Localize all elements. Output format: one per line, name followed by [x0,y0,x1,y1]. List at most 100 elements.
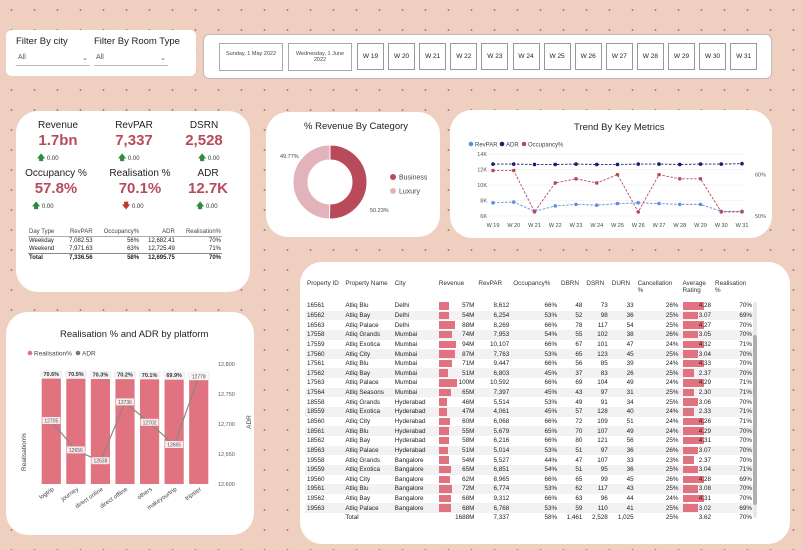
data-point[interactable] [553,204,558,208]
table-row[interactable]: 18563 Atliq Palace Hyderabad 51M 5,014 53% 51 9… [305,445,754,456]
col-header[interactable]: RevPAR [478,280,503,287]
data-point[interactable] [615,201,620,206]
data-point[interactable] [636,162,641,166]
donut-slice[interactable] [328,144,368,220]
legend-label[interactable]: ADR [506,143,519,149]
data-point[interactable] [698,177,703,181]
data-point[interactable] [636,210,641,214]
donut-slice[interactable] [292,144,331,220]
table-row[interactable]: 17563 Atliq Palace Mumbai 100M 10,592 66% 69 10… [305,378,754,388]
legend-label[interactable]: Business [399,175,428,182]
table-row[interactable]: 16562 Atliq Bay Delhi 54M 6,254 53% 52 98 36 25% 3… [305,310,754,321]
data-point[interactable] [553,181,558,185]
col-header[interactable]: DURN [611,280,630,287]
table-row[interactable]: 17562 Atliq Bay Mumbai 51M 6,803 45% 37 83 26 25%… [305,368,754,379]
legend-label[interactable]: Luxury [399,189,421,196]
data-point[interactable] [532,162,537,167]
col-header[interactable]: ADR [140,228,176,237]
table-row[interactable]: 17564 Atliq Seasons Mumbai 65M 7,397 45% 43 97 3… [305,387,754,398]
legend-label[interactable]: Realisation% [34,351,72,358]
week-button[interactable]: W 19 [357,43,384,70]
data-point[interactable] [491,168,495,173]
start-date-box[interactable]: Sunday, 1 May 2022 [219,43,283,71]
col-header[interactable]: Average Rating [682,280,706,294]
data-point[interactable] [511,200,516,204]
table-row[interactable]: 17558 Atliq Grands Mumbai 74M 7,953 54% 55 102 3… [305,329,754,340]
table-row[interactable]: 19562 Atliq Bay Bangalore 68M 9,312 66% 63 96 44… [305,494,754,504]
week-button[interactable]: W 22 [450,43,478,70]
data-point[interactable] [553,162,558,167]
table-row[interactable]: 19561 Atliq Blu Bangalore 72M 6,774 53% 62 117 4… [305,484,754,494]
realisation-bar[interactable] [41,378,61,484]
table-row[interactable]: 19558 Atliq Grands Bangalore 54M 5,527 44% 47 1… [305,455,754,465]
col-header[interactable]: DSRN [586,280,605,287]
city-dropdown[interactable]: All ⌄ [16,54,90,66]
data-point[interactable] [594,181,599,185]
col-header[interactable]: Property ID [307,280,339,287]
col-header[interactable]: Realisation% [175,228,222,237]
col-header[interactable]: Day Type [28,228,62,237]
realisation-bar[interactable] [66,378,86,484]
col-header[interactable]: Revenue [438,280,465,287]
data-point[interactable] [719,162,724,166]
data-point[interactable] [594,162,599,167]
data-point[interactable] [615,172,620,177]
table-row[interactable]: 18559 Atliq Exotica Hyderabad 47M 4,061 45% 57… [305,407,754,417]
table-row[interactable]: 17561 Atliq Blu Mumbai 71M 9,447 66% 56 85 39 24%… [305,359,754,369]
table-row[interactable]: 17559 Atliq Exotica Mumbai 94M 10,107 66% 67 10… [305,340,754,350]
vertical-scrollbar-thumb[interactable] [753,335,757,505]
data-point[interactable] [574,202,578,207]
data-point[interactable] [698,162,703,166]
week-button[interactable]: W 21 [419,43,447,70]
col-header[interactable]: DBRN [561,280,579,287]
table-row[interactable]: 17560 Atliq City Mumbai 87M 7,763 53% 65 123 45 2… [305,349,754,359]
week-button[interactable]: W 23 [481,43,509,70]
table-row[interactable]: 18562 Atliq Bay Hyderabad 58M 6,216 66% 80 121 5… [305,436,754,446]
table-row[interactable]: 18561 Atliq Blu Hyderabad 55M 5,679 65% 70 107 4… [305,426,754,436]
end-date-box[interactable]: Wednesday, 1 June 2022 [288,43,352,71]
data-point[interactable] [491,201,495,205]
week-button[interactable]: W 27 [605,43,633,70]
data-point[interactable] [574,177,578,181]
week-button[interactable]: W 25 [543,43,571,70]
table-row[interactable]: 16563 Atliq Palace Delhi 88M 8,269 66% 78 117 54… [305,320,754,330]
realisation-bar[interactable] [90,379,111,484]
week-button[interactable]: W 31 [730,43,758,70]
table-row[interactable]: 19563 Atliq Palace Bangalore 68M 6,768 53% 59 1… [305,503,754,514]
realisation-bar[interactable] [189,379,209,484]
data-point[interactable] [574,162,578,166]
week-button[interactable]: W 26 [574,43,602,70]
col-header[interactable]: Occupancy% [93,228,141,237]
table-row[interactable]: 18560 Atliq City Hyderabad 60M 6,068 66% 72 109… [305,417,754,427]
col-header[interactable]: Realisation % [715,280,747,294]
table-row[interactable]: 16561 Atliq Blu Delhi 57M 8,612 66% 48 73 33 26% 4… [305,301,754,311]
col-header[interactable]: Property Name [345,280,388,287]
data-point[interactable] [677,177,682,181]
data-point[interactable] [657,162,661,166]
realisation-bar[interactable] [139,379,160,484]
week-button[interactable]: W 29 [668,43,695,70]
legend-label[interactable]: ADR [82,351,96,358]
data-point[interactable] [594,203,599,207]
data-point[interactable] [615,162,620,167]
table-row[interactable]: 19559 Atliq Exotica Bangalore 65M 6,851 54% 51… [305,464,754,475]
week-button[interactable]: W 20 [388,43,416,70]
col-header[interactable]: Cancellation % [637,280,673,294]
data-point[interactable] [677,202,682,207]
table-row[interactable]: 19560 Atliq City Bangalore 62M 8,965 66% 65 99 4… [305,475,754,485]
room-dropdown[interactable]: All ⌄ [94,54,168,66]
data-point[interactable] [511,168,516,173]
legend-label[interactable]: Occupancy% [528,143,564,149]
data-point[interactable] [491,162,495,166]
data-point[interactable] [657,172,661,177]
data-point[interactable] [740,161,744,166]
data-point[interactable] [657,201,661,206]
data-point[interactable] [719,210,724,214]
realisation-bar[interactable] [164,379,184,484]
data-point[interactable] [677,162,682,167]
data-point[interactable] [698,202,703,207]
data-point[interactable] [636,201,641,205]
week-button[interactable]: W 24 [512,43,540,70]
table-row[interactable]: 18558 Atliq Grands Hyderabad 46M 5,514 53% 49 9… [305,397,754,407]
legend-label[interactable]: RevPAR [475,143,498,149]
